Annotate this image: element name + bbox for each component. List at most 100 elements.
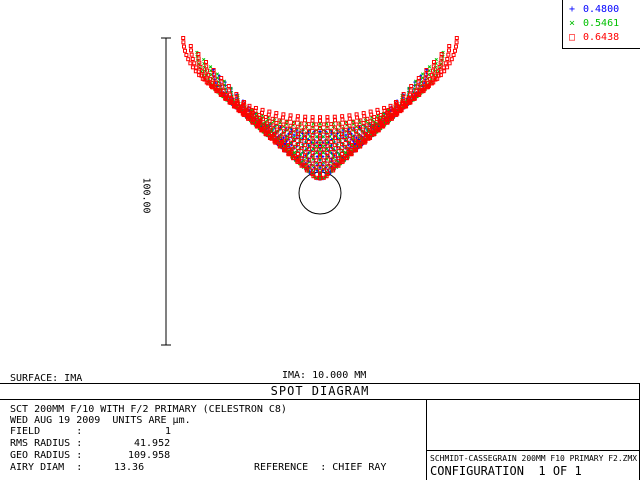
- x-marker: [321, 144, 326, 148]
- square-marker: [336, 156, 341, 161]
- square-marker: [349, 152, 354, 157]
- square-marker: [339, 131, 344, 136]
- square-marker: [339, 148, 344, 153]
- square-marker: [295, 114, 300, 119]
- square-marker-icon: □: [569, 32, 576, 43]
- square-marker: [182, 44, 187, 49]
- square-marker: [310, 118, 315, 123]
- info-line-1: SCT 200MM F/10 WITH F/2 PRIMARY (CELESTR…: [10, 404, 287, 415]
- square-marker: [184, 53, 189, 58]
- square-marker: [303, 114, 308, 119]
- square-marker: [240, 103, 245, 108]
- square-marker: [329, 139, 334, 144]
- square-marker: [285, 126, 290, 131]
- image-label: IMA: 10.000 MM: [282, 370, 367, 381]
- square-marker: [271, 123, 276, 128]
- square-marker: [412, 93, 417, 98]
- square-marker: [379, 122, 384, 127]
- square-marker: [429, 72, 434, 77]
- square-marker: [295, 152, 300, 157]
- square-marker: [223, 93, 228, 98]
- square-marker: [295, 117, 300, 122]
- square-marker: [441, 65, 446, 70]
- square-marker: [310, 143, 315, 148]
- square-marker: [346, 147, 351, 152]
- square-marker: [247, 103, 252, 108]
- square-marker: [416, 76, 421, 80]
- square-marker: [321, 140, 326, 145]
- square-marker: [332, 143, 337, 148]
- square-marker: [314, 147, 319, 152]
- square-marker: [303, 132, 308, 137]
- square-marker: [445, 65, 450, 70]
- square-marker: [439, 56, 444, 61]
- square-marker: [306, 147, 311, 152]
- square-marker: [220, 84, 225, 89]
- square-marker: [351, 119, 356, 124]
- square-marker: [241, 101, 246, 106]
- square-marker: [325, 161, 330, 166]
- square-marker: [314, 129, 319, 134]
- scale-bar-label: 100.00: [140, 177, 152, 214]
- square-marker: [329, 122, 334, 127]
- square-marker: [352, 147, 357, 152]
- square-marker: [347, 116, 352, 121]
- square-marker: [343, 144, 348, 149]
- square-marker: [325, 154, 330, 159]
- square-marker: [281, 122, 286, 127]
- square-marker: [354, 112, 359, 117]
- square-marker: [318, 133, 322, 138]
- square-marker: [197, 60, 202, 65]
- square-marker: [295, 135, 300, 140]
- square-marker: [371, 121, 376, 126]
- square-marker: [261, 117, 265, 122]
- x-marker: [215, 76, 220, 80]
- square-marker: [332, 125, 337, 130]
- square-marker: [332, 114, 337, 119]
- legend-item-0: +0.4800: [569, 4, 619, 16]
- x-marker: [343, 150, 348, 155]
- x-marker: [420, 72, 425, 76]
- plus-marker: [344, 133, 348, 137]
- square-marker: [431, 80, 436, 85]
- square-marker: [278, 134, 283, 139]
- square-marker: [354, 132, 359, 137]
- square-marker: [288, 130, 293, 135]
- square-marker: [267, 119, 272, 124]
- square-marker: [358, 118, 363, 123]
- square-marker: [365, 116, 370, 121]
- x-marker: [315, 151, 319, 155]
- square-marker: [447, 44, 452, 48]
- x-marker: [311, 121, 315, 126]
- wavelength-legend: +0.4800 × 0.5461 □ 0.6438: [562, 0, 640, 49]
- square-marker: [306, 157, 311, 162]
- square-marker: [447, 61, 452, 66]
- x-marker-icon: ×: [569, 18, 576, 29]
- square-marker: [228, 92, 233, 97]
- square-marker: [340, 114, 345, 119]
- square-marker: [321, 175, 326, 180]
- x-marker: [325, 121, 329, 126]
- x-marker: [315, 134, 319, 139]
- square-marker: [263, 115, 268, 120]
- square-marker: [227, 88, 232, 93]
- square-marker: [288, 123, 293, 128]
- square-marker: [304, 166, 309, 171]
- square-marker: [288, 116, 293, 121]
- surface-label: SURFACE: IMA: [10, 373, 83, 384]
- square-marker: [288, 133, 293, 138]
- square-marker: [306, 122, 311, 127]
- square-marker: [321, 165, 326, 170]
- square-marker: [253, 105, 258, 110]
- square-marker: [318, 144, 322, 148]
- x-marker: [318, 141, 322, 145]
- square-marker: [357, 125, 362, 130]
- square-marker: [183, 48, 188, 53]
- square-marker: [332, 160, 337, 165]
- square-marker: [190, 56, 195, 61]
- square-marker: [339, 158, 344, 163]
- square-marker: [452, 48, 457, 53]
- square-marker: [318, 136, 322, 141]
- square-marker: [368, 119, 373, 124]
- divider-top: [0, 383, 640, 384]
